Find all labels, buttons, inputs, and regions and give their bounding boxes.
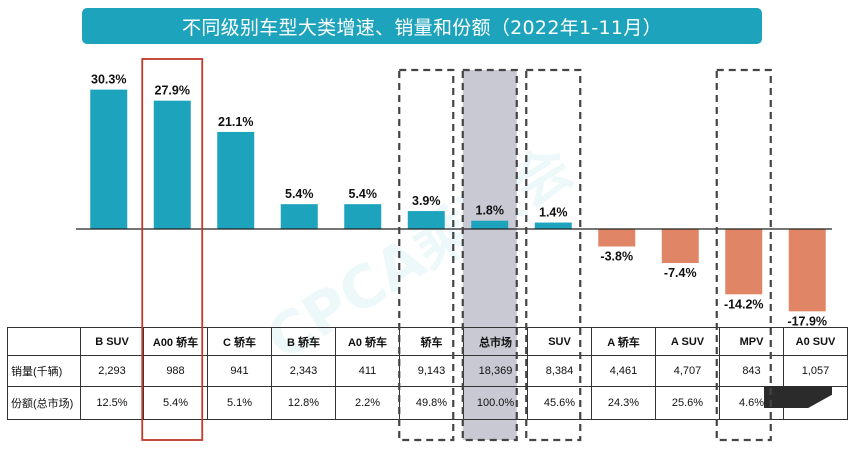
- share-cell: 24.3%: [591, 386, 656, 420]
- share-row: 份额(总市场) 12.5% 5.4% 5.1% 12.8% 2.2% 49.8%…: [7, 386, 848, 420]
- share-cell: 100.0%: [463, 386, 528, 420]
- data-label: -17.9%: [787, 314, 827, 328]
- sales-row: 销量(千辆) 2,293 988 941 2,343 411 9,143 18,…: [7, 355, 848, 387]
- table-header-cell: B 轿车: [271, 327, 336, 356]
- table-header-cell: SUV: [527, 327, 592, 356]
- share-cell: 45.6%: [527, 386, 592, 420]
- share-cell: 49.8%: [399, 386, 464, 420]
- share-cell: 12.5%: [80, 386, 144, 420]
- table-header-cell: A00 轿车: [143, 327, 208, 356]
- sales-cell: 4,461: [591, 355, 656, 387]
- row-label-share: 份额(总市场): [7, 386, 81, 420]
- share-cell: 2.2%: [335, 386, 400, 420]
- sales-cell: 8,384: [527, 355, 592, 387]
- sales-cell: 18,369: [463, 355, 528, 387]
- bar: [725, 229, 763, 295]
- table-header-cell: A0 SUV: [783, 327, 848, 356]
- data-label: 21.1%: [218, 115, 253, 129]
- bar: [90, 89, 128, 230]
- sales-cell: 2,343: [271, 355, 336, 387]
- sales-cell: 9,143: [399, 355, 464, 387]
- bar: [788, 229, 826, 312]
- bar: [534, 222, 572, 229]
- bar: [153, 100, 191, 229]
- bar: [217, 131, 255, 229]
- data-label: 27.9%: [155, 84, 190, 98]
- sales-cell: 1,057: [783, 355, 848, 387]
- table-header-cell: 轿车: [399, 327, 464, 356]
- table-corner-cell: [7, 327, 81, 356]
- data-label: 1.8%: [476, 204, 505, 218]
- sales-cell: 941: [207, 355, 272, 387]
- data-label: 30.3%: [91, 73, 126, 87]
- share-cell: 5.1%: [207, 386, 272, 420]
- table-header-cell: A 轿车: [591, 327, 656, 356]
- bar: [661, 229, 699, 264]
- data-label: -7.4%: [664, 266, 697, 280]
- sales-cell: 843: [719, 355, 784, 387]
- table-header-cell: B SUV: [80, 327, 144, 356]
- sales-cell: 4,707: [655, 355, 720, 387]
- data-label: 3.9%: [412, 194, 441, 208]
- bar: [471, 220, 509, 229]
- sales-cell: 988: [143, 355, 208, 387]
- table-header-row: B SUV A00 轿车 C 轿车 B 轿车 A0 轿车 轿车 总市场 SUV …: [7, 327, 848, 356]
- data-label: -3.8%: [600, 249, 633, 263]
- table-header-cell: A0 轿车: [335, 327, 400, 356]
- table-header-cell: MPV: [719, 327, 784, 356]
- bar: [344, 204, 382, 229]
- data-table: B SUV A00 轿车 C 轿车 B 轿车 A0 轿车 轿车 总市场 SUV …: [7, 327, 848, 420]
- row-label-sales: 销量(千辆): [7, 355, 81, 387]
- share-cell: 12.8%: [271, 386, 336, 420]
- bar: [280, 204, 318, 229]
- share-cell: 25.6%: [655, 386, 720, 420]
- share-cell: 5.4%: [143, 386, 208, 420]
- table-header-cell: A SUV: [655, 327, 720, 356]
- data-label: 5.4%: [285, 187, 314, 201]
- chart-title: 不同级别车型大类增速、销量和份额（2022年1-11月）: [82, 8, 762, 44]
- sales-cell: 411: [335, 355, 400, 387]
- table-header-cell: C 轿车: [207, 327, 272, 356]
- data-label: -14.2%: [724, 297, 764, 311]
- bar: [407, 211, 445, 229]
- bar: [598, 229, 636, 247]
- data-label: 1.4%: [539, 206, 568, 220]
- table-header-cell: 总市场: [463, 327, 528, 356]
- sales-cell: 2,293: [80, 355, 144, 387]
- data-label: 5.4%: [349, 187, 378, 201]
- corner-decoration: [764, 386, 832, 408]
